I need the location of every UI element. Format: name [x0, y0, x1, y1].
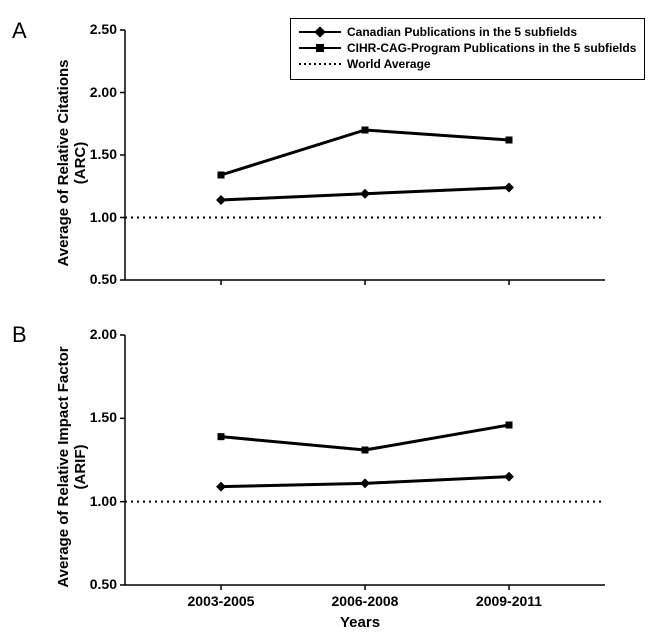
panel-a-label: A: [12, 18, 27, 44]
panel-b-chart: [125, 335, 605, 585]
panel-a-ylabel-line2: (ARC): [72, 142, 89, 185]
panel-b-label: B: [12, 322, 27, 348]
legend-item: World Average: [299, 57, 636, 71]
legend-label: World Average: [347, 57, 431, 71]
legend-label: Canadian Publications in the 5 subfields: [347, 25, 577, 39]
figure-container: A 0.501.001.502.002.50 Average of Relati…: [0, 0, 650, 636]
y-tick-label: 2.00: [77, 326, 117, 342]
legend-label: CIHR-CAG-Program Publications in the 5 s…: [347, 41, 636, 55]
dotted-line-icon: [299, 57, 341, 71]
panel-b-ylabel: Average of Relative Impact Factor (ARIF): [55, 342, 89, 582]
x-tick-label: 2003-2005: [171, 593, 271, 609]
panel-b-ylabel-line2: (ARIF): [72, 445, 89, 490]
panel-b-ylabel-line1: Average of Relative Impact Factor: [55, 346, 72, 587]
legend: Canadian Publications in the 5 subfields…: [290, 18, 645, 80]
legend-item: Canadian Publications in the 5 subfields: [299, 25, 636, 39]
x-tick-label: 2009-2011: [459, 593, 559, 609]
x-tick-label: 2006-2008: [315, 593, 415, 609]
square-icon: [299, 41, 341, 55]
y-tick-label: 2.50: [77, 21, 117, 37]
panel-a-ylabel-line1: Average of Relative Citations: [55, 60, 72, 267]
diamond-icon: [299, 25, 341, 39]
x-axis-label: Years: [340, 614, 380, 631]
panel-a-ylabel: Average of Relative Citations (ARC): [55, 38, 89, 278]
legend-item: CIHR-CAG-Program Publications in the 5 s…: [299, 41, 636, 55]
